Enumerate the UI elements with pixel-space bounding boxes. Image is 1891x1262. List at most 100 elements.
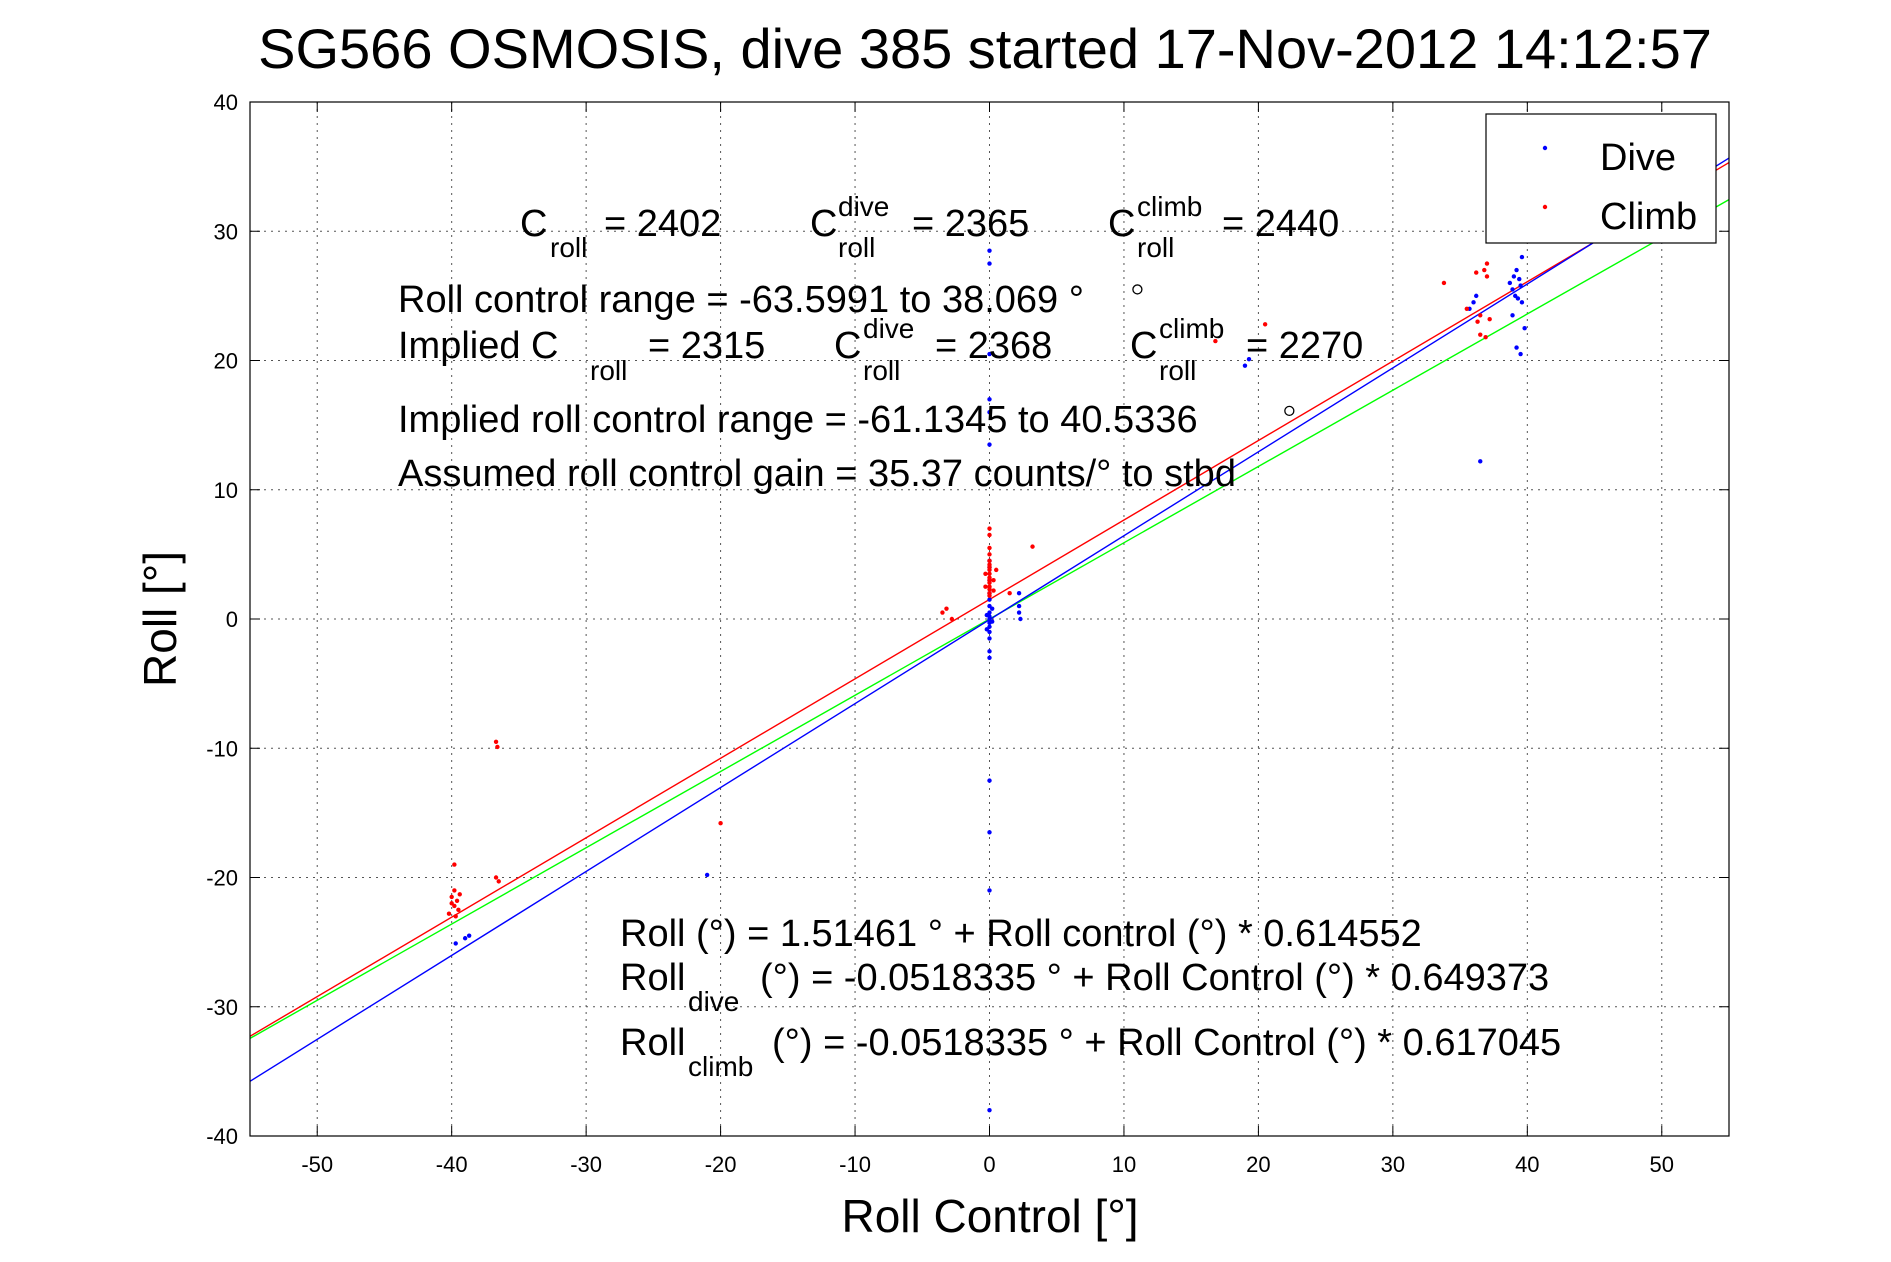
climb-point	[983, 571, 988, 576]
c-climb-label: C	[1108, 203, 1135, 245]
legend-box	[1485, 113, 1717, 244]
svg-text:(°) = -0.0518335 ° + Roll Cont: (°) = -0.0518335 ° + Roll Control (°) * …	[772, 1022, 1561, 1064]
implied-dive-sub: roll	[863, 355, 900, 386]
dive-point	[987, 248, 992, 253]
climb-point	[1478, 313, 1483, 318]
y-tick-label: 40	[214, 90, 238, 115]
climb-point	[454, 898, 460, 903]
dive-point	[987, 655, 992, 660]
dive-point	[1522, 325, 1527, 331]
c-dive-label: C	[810, 203, 837, 245]
dive-point	[984, 612, 990, 618]
svg-text:= 2315: = 2315	[648, 325, 765, 367]
dive-point	[1514, 267, 1519, 273]
dive-point	[987, 351, 992, 357]
implied-value: = 2315	[648, 325, 765, 367]
x-tick-label: -50	[301, 1152, 333, 1177]
climb-point	[987, 580, 992, 586]
axis-ticks: -50 -40 -30 -20 -10 0 10 20 30 40 50 -40 -30 -20 -10 0 1…	[206, 90, 1729, 1177]
implied-climb-label: C	[1130, 325, 1157, 367]
legend: Dive Climb	[1485, 113, 1717, 244]
climb-point	[718, 821, 723, 826]
implied-dive-value: = 2368	[935, 325, 1052, 367]
x-tick-label: -40	[436, 1152, 468, 1177]
svg-text:roll: roll	[1137, 232, 1174, 263]
dive-point	[989, 606, 995, 611]
equation-climb-sub: climb	[688, 1051, 753, 1082]
y-tick-label: -10	[206, 736, 238, 761]
dive-point	[1518, 283, 1523, 288]
climb-point	[452, 888, 457, 893]
data-points	[446, 248, 1527, 1113]
x-tick-label: 50	[1650, 1152, 1674, 1177]
climb-point	[987, 526, 992, 531]
implied-sub: roll	[590, 355, 627, 386]
climb-point	[457, 892, 462, 897]
svg-text:= 2440: = 2440	[1222, 203, 1339, 245]
climb-point	[1482, 267, 1487, 273]
dive-point	[987, 261, 992, 266]
legend-climb-marker	[1542, 204, 1548, 210]
implied-dive-label: C	[834, 325, 861, 367]
x-tick-label: -30	[570, 1152, 602, 1177]
c-dive-value: = 2365	[912, 203, 1029, 245]
climb-point	[987, 545, 992, 551]
dive-point	[1518, 351, 1523, 357]
equation-dive-rest: (°) = -0.0518335 ° + Roll Control (°) * …	[760, 957, 1549, 999]
svg-text:(°) = -0.0518335 ° + Roll Cont: (°) = -0.0518335 ° + Roll Control (°) * …	[760, 957, 1549, 999]
dive-point	[1507, 280, 1513, 286]
x-tick-label: 30	[1381, 1152, 1405, 1177]
legend-dive-marker	[1542, 145, 1548, 151]
svg-text:dive: dive	[688, 986, 739, 1017]
svg-text:Implied C: Implied C	[398, 325, 559, 367]
y-tick-label: 10	[214, 478, 238, 503]
c-climb-sup: climb	[1137, 191, 1202, 222]
climb-point	[1464, 306, 1470, 311]
dive-point	[1519, 300, 1525, 305]
circle-marker	[1132, 284, 1143, 295]
implied-range-text: Implied roll control range = -61.1345 to…	[398, 399, 1198, 441]
svg-text:roll: roll	[550, 232, 587, 263]
equation-climb-prefix: Roll	[620, 1022, 685, 1064]
dive-point	[704, 872, 710, 878]
implied-climb-sup: climb	[1159, 313, 1224, 344]
c-roll-value: = 2402	[604, 203, 721, 245]
climb-point	[1483, 335, 1488, 340]
svg-text:climb: climb	[1137, 191, 1202, 222]
climb-point	[1484, 274, 1490, 279]
climb-point	[983, 584, 988, 589]
dive-point	[1018, 616, 1023, 622]
implied-prefix: Implied C	[398, 325, 559, 367]
climb-point	[495, 744, 500, 750]
svg-text:C: C	[520, 203, 547, 245]
climb-point	[493, 875, 499, 880]
climb-point	[940, 610, 945, 615]
climb-point	[1213, 338, 1218, 344]
svg-text:C: C	[1130, 325, 1157, 367]
climb-point	[1478, 332, 1483, 337]
dive-point	[1016, 610, 1022, 615]
climb-point	[493, 739, 499, 744]
dive-point	[1515, 296, 1521, 301]
y-tick-label: 30	[214, 219, 238, 244]
svg-text:roll: roll	[838, 232, 875, 263]
y-axis-label: Roll [°]	[134, 551, 186, 687]
implied-climb-value: = 2270	[1246, 325, 1363, 367]
x-tick-label: 0	[983, 1152, 995, 1177]
svg-text:= 2368: = 2368	[935, 325, 1052, 367]
climb-point	[1030, 544, 1035, 549]
annotations: C roll = 2402 C dive roll = 2365 C climb…	[398, 191, 1561, 1082]
dive-point	[1510, 287, 1515, 292]
dive-point	[1511, 274, 1517, 279]
equation-dive-prefix: Roll	[620, 957, 685, 999]
svg-text:= 2365: = 2365	[912, 203, 1029, 245]
y-tick-label: 20	[214, 349, 238, 374]
y-tick-label: -20	[206, 866, 238, 891]
climb-point	[496, 879, 501, 884]
dive-point	[1471, 300, 1476, 305]
dive-point	[1242, 363, 1248, 368]
dive-point	[987, 778, 992, 783]
climb-point	[456, 907, 461, 913]
climb-point	[991, 588, 996, 593]
